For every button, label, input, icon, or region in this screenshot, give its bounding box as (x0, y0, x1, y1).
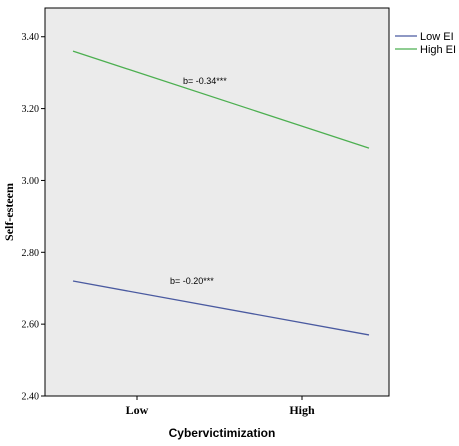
series-layer: b= -0.20*** b= -0.34*** (72, 50, 370, 336)
y-tick-label: 3.00 (22, 176, 40, 187)
y-tick-label: 2.40 (22, 392, 40, 403)
x-axis-title: Cybervictimization (169, 426, 276, 440)
x-axis: Low High (126, 396, 315, 417)
series-line-low-ei (72, 280, 370, 336)
y-axis: 2.40 2.60 2.80 3.00 3.20 3.40 (22, 32, 45, 403)
y-tick-label: 3.20 (22, 104, 40, 115)
slope-annotation: b= -0.20*** (170, 276, 214, 286)
x-tick-label: High (289, 403, 315, 417)
slope-annotation: b= -0.34*** (183, 76, 227, 86)
legend-label: High EI (420, 44, 456, 56)
y-tick-label: 2.80 (22, 248, 40, 259)
legend-label: Low EI (420, 31, 454, 43)
y-tick-label: 3.40 (22, 32, 40, 43)
x-tick-label: Low (126, 403, 149, 417)
series-line-high-ei (72, 50, 370, 149)
y-tick-label: 2.60 (22, 320, 40, 331)
y-axis-title: Self-esteem (2, 183, 16, 241)
plot-area (44, 7, 390, 397)
